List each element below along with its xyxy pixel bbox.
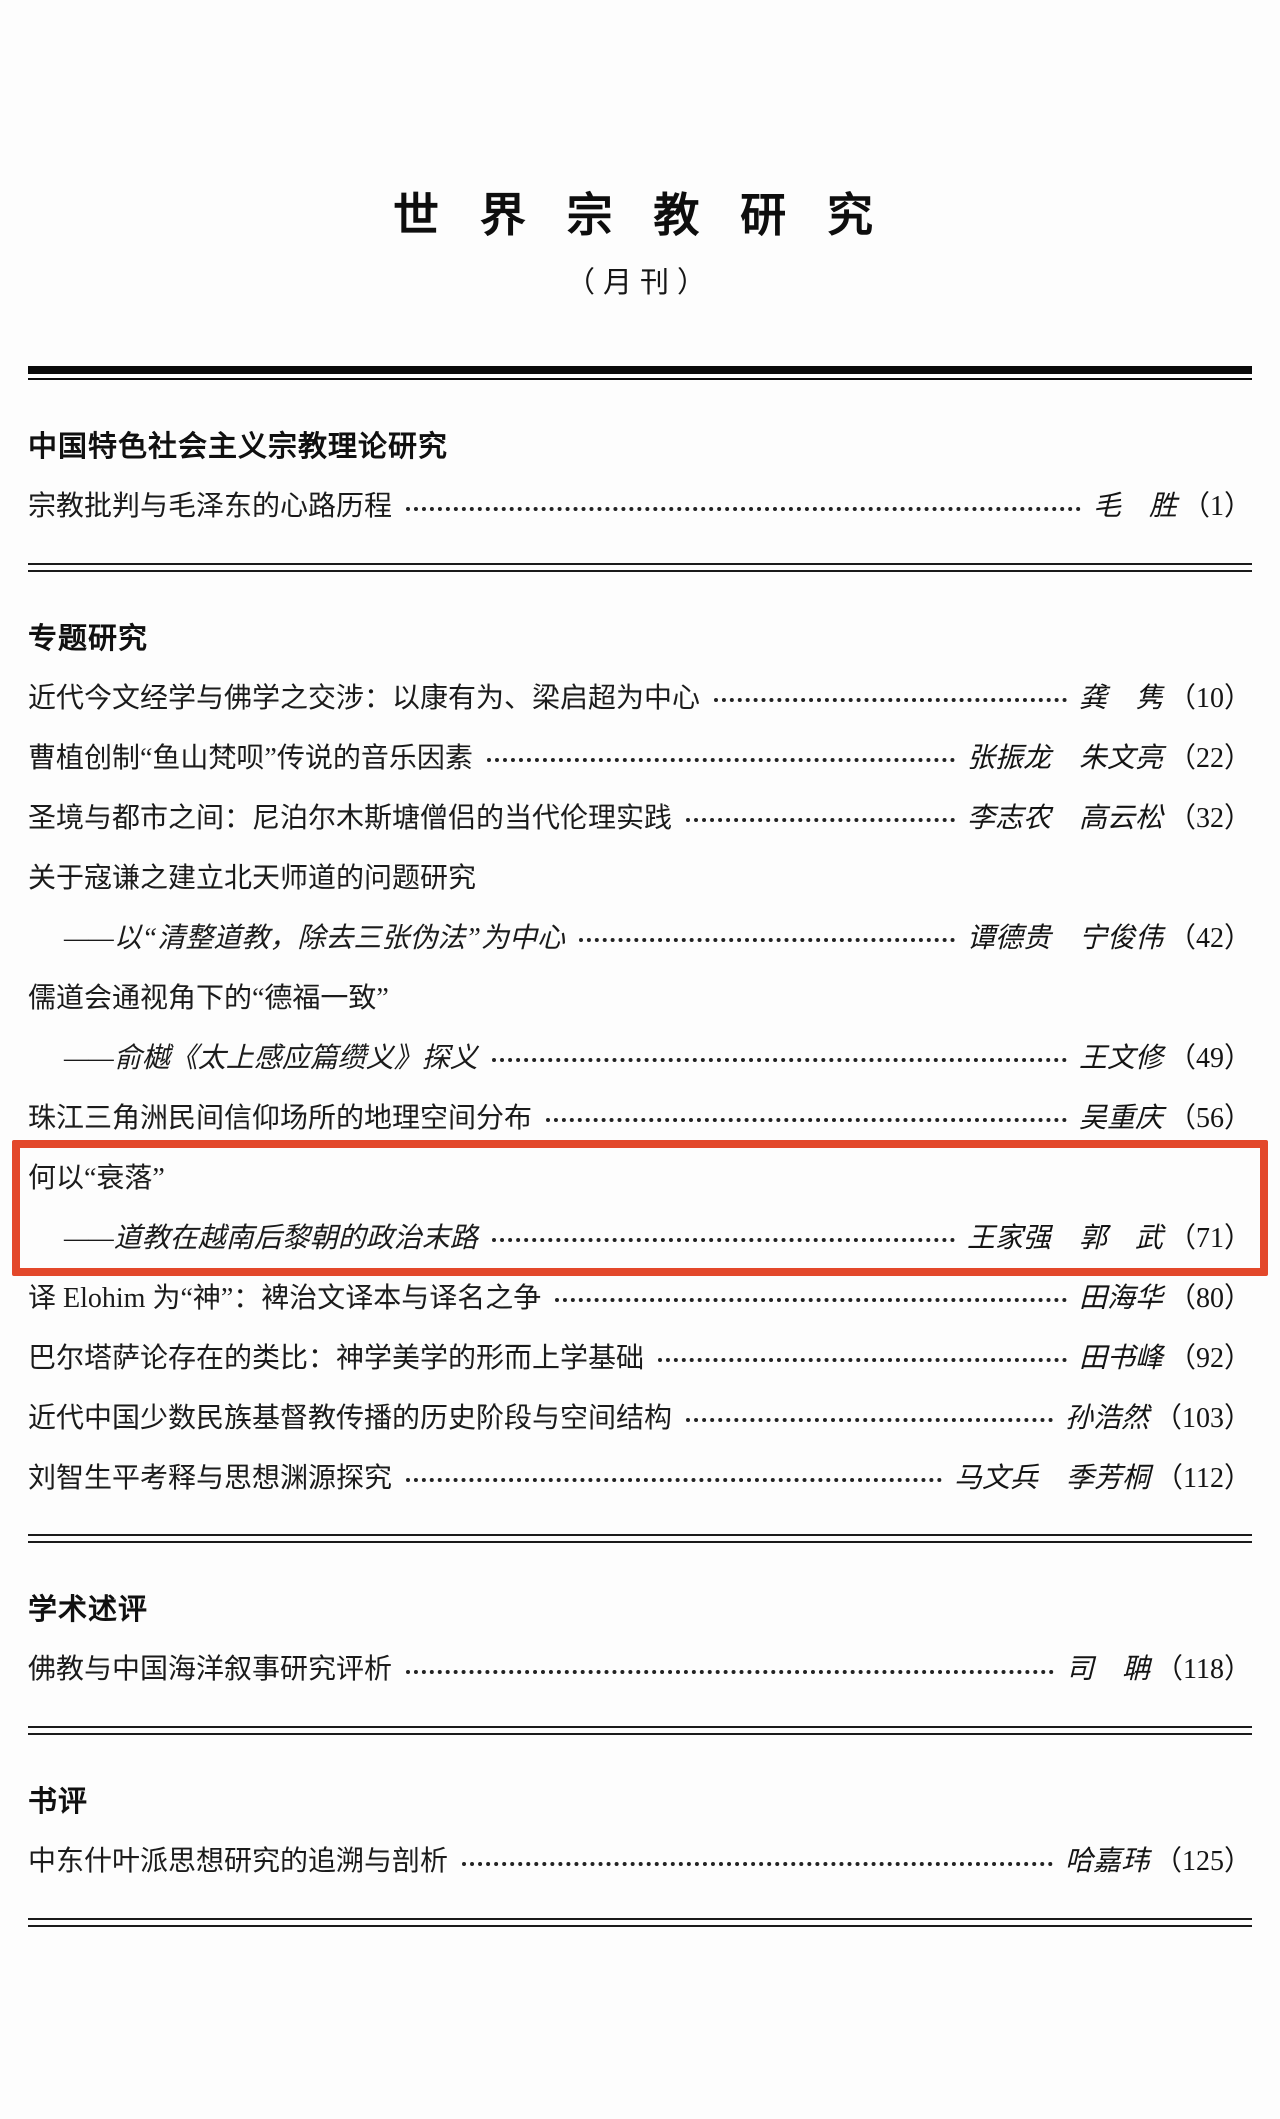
article-title: 近代中国少数民族基督教传播的历史阶段与空间结构 (28, 1402, 673, 1434)
article-authors: 张振龙 朱文亮 (966, 742, 1163, 774)
toc-entry-line: 巴尔塔萨论存在的类比：神学美学的形而上学基础 田书峰 （92） (28, 1328, 1252, 1388)
toc-entry-line: 曹植创制“鱼山梵呗”传说的音乐因素 张振龙 朱文亮 （22） (28, 728, 1252, 788)
page-number: （42） (1167, 922, 1252, 954)
dot-leader (406, 1464, 943, 1492)
article-title: 珠江三角洲民间信仰场所的地理空间分布 (28, 1102, 533, 1134)
article-title: 关于寇谦之建立北天师道的问题研究 (28, 862, 477, 894)
dot-leader (714, 684, 1067, 712)
article-authors: 哈嘉玮 (1064, 1846, 1149, 1878)
masthead-rule (28, 365, 1252, 380)
article-authors: 吴重庆 (1078, 1102, 1163, 1134)
article-title: 佛教与中国海洋叙事研究评析 (28, 1654, 393, 1686)
toc-entry-line: 中东什叶派思想研究的追溯与剖析 哈嘉玮 （125） (28, 1832, 1252, 1892)
dot-leader (555, 1284, 1067, 1312)
article-title: 宗教批判与毛泽东的心路历程 (28, 490, 393, 522)
dot-leader (578, 924, 955, 952)
journal-title: 世 界 宗 教 研 究 (393, 189, 887, 241)
page-number: （22） (1167, 742, 1252, 774)
article-title: 巴尔塔萨论存在的类比：神学美学的形而上学基础 (28, 1342, 645, 1374)
toc-entry-line: 关于寇谦之建立北天师道的问题研究 (28, 848, 1252, 908)
article-title: 儒道会通视角下的“德福一致” (28, 982, 389, 1014)
article-title: 中东什叶派思想研究的追溯与剖析 (28, 1846, 449, 1878)
article-authors: 孙浩然 (1064, 1402, 1149, 1434)
article-title: 刘智生平考释与思想渊源探究 (28, 1462, 393, 1494)
toc-entry-line: 近代今文经学与佛学之交涉：以康有为、梁启超为中心 龚 隽（10） (28, 668, 1252, 728)
dot-leader (686, 804, 955, 832)
toc-section: 专题研究近代今文经学与佛学之交涉：以康有为、梁启超为中心 龚 隽（10） 曹植创制“… (12, 622, 1268, 1509)
article-title: 圣境与都市之间：尼泊尔木斯塘僧侣的当代伦理实践 (28, 802, 673, 834)
article-authors: 田书峰 (1078, 1342, 1163, 1374)
article-authors: 李志农 高云松 (966, 802, 1163, 834)
article-title: 近代今文经学与佛学之交涉：以康有为、梁启超为中心 (28, 682, 701, 714)
page-number: （92） (1167, 1342, 1252, 1374)
article-title: ——俞樾《太上感应篇缵义》探义 (64, 1042, 478, 1074)
section-divider (28, 1726, 1252, 1736)
toc-body: 中国特色社会主义宗教理论研究 宗教批判与毛泽东的心路历程 毛 胜（1） 专题研究近代今… (12, 430, 1268, 1928)
article-authors: 田海华 (1078, 1282, 1163, 1314)
toc-entry-line: 译 Elohim 为“神”：裨治文译本与译名之争 田海华 （80） (28, 1268, 1252, 1328)
highlight-box: 何以“衰落” ——道教在越南后黎朝的政治末路 王家强 郭 武（71） (12, 1140, 1268, 1277)
toc-entry-line: 圣境与都市之间：尼泊尔木斯塘僧侣的当代伦理实践 李志农 高云松 （32） (28, 788, 1252, 848)
page-number: （71） (1167, 1222, 1252, 1254)
toc-entry-line: ——俞樾《太上感应篇缵义》探义 王文修 （49） (28, 1028, 1252, 1088)
toc-entry-line: 何以“衰落” (28, 1148, 1252, 1208)
page-number: （10） (1167, 682, 1252, 714)
article-authors: 王文修 (1078, 1042, 1163, 1074)
toc-entry-line: 刘智生平考释与思想渊源探究 马文兵 季芳桐 （112） (28, 1448, 1252, 1508)
section-heading: 学术述评 (28, 1594, 149, 1627)
page-number: （112） (1155, 1462, 1252, 1494)
article-authors: 龚 隽 (1078, 682, 1163, 714)
article-authors: 马文兵 季芳桐 (954, 1462, 1151, 1494)
article-authors: 司 聃 (1066, 1654, 1151, 1686)
dot-leader (486, 744, 956, 772)
page-number: （56） (1167, 1102, 1252, 1134)
article-authors: 毛 胜 (1092, 490, 1177, 522)
journal-subtitle: （月刊） (565, 267, 714, 299)
page-number: （80） (1167, 1282, 1252, 1314)
section-heading: 专题研究 (28, 622, 149, 655)
page-number: （125） (1153, 1846, 1252, 1878)
journal-toc-page: 世 界 宗 教 研 究 （月刊） 中国特色社会主义宗教理论研究 宗教批判与毛泽东的… (0, 192, 1280, 2119)
toc-entry-line: 佛教与中国海洋叙事研究评析 司 聃（118） (28, 1640, 1252, 1700)
toc-entry-line: 近代中国少数民族基督教传播的历史阶段与空间结构 孙浩然 （103） (28, 1388, 1252, 1448)
page-number: （32） (1167, 802, 1252, 834)
article-title: ——以“清整道教，除去三张伪法”为中心 (64, 922, 565, 954)
article-title: 何以“衰落” (28, 1162, 165, 1194)
dot-leader (406, 493, 1081, 521)
dot-leader (462, 1848, 1053, 1876)
section-divider (28, 1534, 1252, 1544)
toc-entry-line: 宗教批判与毛泽东的心路历程 毛 胜（1） (28, 477, 1252, 537)
toc-section: 书评中东什叶派思想研究的追溯与剖析 哈嘉玮 （125） (28, 1785, 1252, 1892)
dot-leader (491, 1224, 956, 1252)
dot-leader (546, 1104, 1067, 1132)
article-title: 曹植创制“鱼山梵呗”传说的音乐因素 (28, 742, 473, 774)
page-number: （1） (1181, 490, 1252, 522)
section-heading: 中国特色社会主义宗教理论研究 (28, 430, 449, 463)
article-title: ——道教在越南后黎朝的政治末路 (64, 1222, 478, 1254)
dot-leader (686, 1404, 1053, 1432)
dot-leader (406, 1656, 1055, 1684)
dot-leader (658, 1344, 1067, 1372)
toc-section: 学术述评佛教与中国海洋叙事研究评析 司 聃（118） (28, 1593, 1252, 1700)
article-title: 译 Elohim 为“神”：裨治文译本与译名之争 (28, 1282, 542, 1314)
toc-entry-line: 珠江三角洲民间信仰场所的地理空间分布 吴重庆 （56） (28, 1088, 1252, 1148)
article-authors: 王家强 郭 武 (966, 1222, 1163, 1254)
toc-entry-line: 儒道会通视角下的“德福一致” (28, 968, 1252, 1028)
toc-entry-line: ——以“清整道教，除去三张伪法”为中心 谭德贵 宁俊伟 （42） (28, 908, 1252, 968)
page-number: （49） (1167, 1042, 1252, 1074)
page-number: （103） (1153, 1402, 1252, 1434)
page-number: （118） (1155, 1654, 1252, 1686)
article-authors: 谭德贵 宁俊伟 (966, 922, 1163, 954)
section-divider (28, 562, 1252, 572)
toc-entry-line: ——道教在越南后黎朝的政治末路 王家强 郭 武（71） (28, 1208, 1252, 1268)
section-divider (28, 1918, 1252, 1928)
dot-leader (491, 1044, 1068, 1072)
toc-section: 中国特色社会主义宗教理论研究 宗教批判与毛泽东的心路历程 毛 胜（1） (28, 430, 1252, 537)
section-heading: 书评 (28, 1786, 89, 1819)
